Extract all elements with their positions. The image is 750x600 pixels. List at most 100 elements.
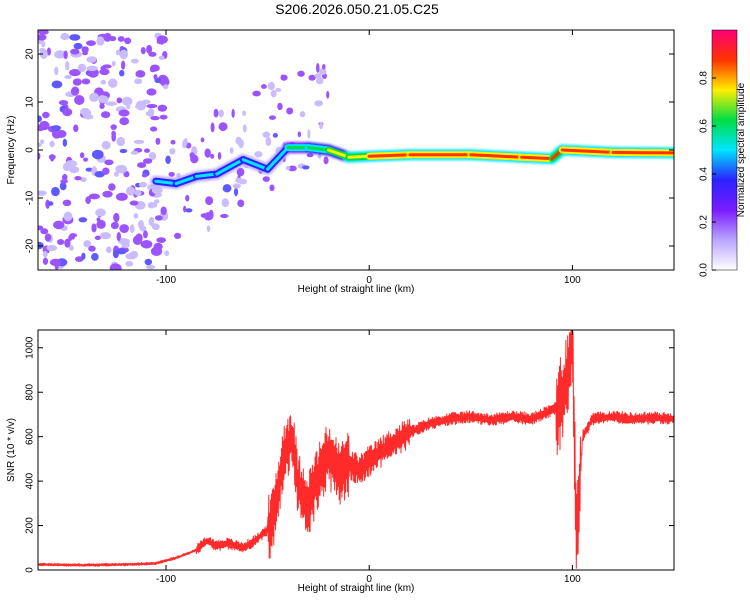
noise-blob bbox=[110, 81, 117, 87]
noise-blob bbox=[89, 92, 99, 102]
spectrogram-y-tick-label: -10 bbox=[25, 190, 36, 205]
noise-blob bbox=[82, 51, 88, 56]
noise-blob bbox=[100, 79, 107, 85]
ridge-core-segment bbox=[266, 146, 290, 171]
noise-blob bbox=[275, 87, 282, 92]
noise-blob bbox=[121, 240, 130, 249]
noise-blob bbox=[314, 73, 322, 79]
noise-blob bbox=[42, 111, 50, 119]
noise-blob bbox=[64, 238, 71, 248]
noise-blob bbox=[142, 158, 153, 164]
noise-blob bbox=[262, 131, 271, 138]
noise-blob bbox=[232, 183, 241, 189]
noise-blob bbox=[235, 177, 243, 183]
noise-blob bbox=[54, 66, 59, 76]
noise-blob bbox=[126, 104, 131, 110]
noise-blob bbox=[111, 132, 117, 142]
noise-blob bbox=[88, 193, 100, 200]
noise-blob bbox=[51, 80, 63, 89]
snr-y-ticks: 0 200 400 600 800 1000 bbox=[25, 336, 674, 573]
noise-blob bbox=[183, 205, 187, 213]
noise-blob bbox=[319, 121, 323, 130]
noise-blob bbox=[119, 69, 125, 77]
noise-blob bbox=[98, 95, 109, 104]
noise-blob bbox=[44, 233, 52, 242]
noise-blob bbox=[229, 147, 234, 154]
noise-blob bbox=[38, 190, 47, 196]
noise-blob bbox=[238, 138, 244, 149]
noise-blob bbox=[285, 165, 291, 171]
noise-blob bbox=[65, 61, 70, 71]
noise-blob bbox=[38, 34, 47, 41]
noise-blob bbox=[119, 117, 130, 126]
snr-plot-area bbox=[38, 330, 674, 569]
noise-blob bbox=[134, 235, 139, 244]
noise-blob bbox=[38, 241, 44, 250]
colorbar-tick-label: 0.8 bbox=[699, 71, 710, 85]
noise-blob bbox=[109, 35, 117, 42]
noise-blob bbox=[153, 74, 158, 80]
noise-blob bbox=[125, 261, 134, 267]
noise-blob bbox=[287, 165, 297, 172]
snr-y-tick-label: 1000 bbox=[25, 336, 36, 359]
noise-blob bbox=[73, 124, 79, 133]
colorbar-tick-label: 0.6 bbox=[699, 119, 710, 133]
noise-blob bbox=[112, 249, 119, 259]
noise-blob bbox=[148, 152, 157, 160]
noise-blob bbox=[51, 186, 60, 197]
spectrogram-y-label: Frequency (Hz) bbox=[6, 116, 17, 185]
colorbar-tick-label: 0.0 bbox=[699, 263, 710, 277]
noise-blob bbox=[104, 159, 114, 166]
noise-blob bbox=[74, 94, 85, 105]
snr-x-tick-label: -100 bbox=[156, 574, 176, 585]
noise-blob bbox=[277, 102, 283, 111]
noise-blob bbox=[83, 157, 88, 162]
noise-blob bbox=[138, 219, 144, 230]
noise-blob bbox=[42, 250, 48, 258]
noise-blob bbox=[133, 139, 145, 144]
noise-blob bbox=[130, 150, 139, 155]
noise-blob bbox=[105, 101, 117, 106]
noise-blob bbox=[185, 208, 193, 213]
noise-blob bbox=[99, 68, 110, 76]
noise-blob bbox=[95, 208, 106, 217]
noise-blob bbox=[79, 152, 85, 159]
noise-blob bbox=[60, 32, 70, 41]
noise-blob bbox=[91, 252, 99, 261]
noise-blob bbox=[118, 109, 130, 117]
noise-blob bbox=[101, 140, 111, 150]
noise-blob bbox=[38, 115, 43, 123]
snr-x-tick-label: 100 bbox=[564, 574, 581, 585]
noise-blob bbox=[117, 36, 125, 42]
noise-blob bbox=[81, 78, 91, 85]
noise-blob bbox=[113, 171, 119, 177]
noise-blob bbox=[77, 63, 87, 73]
noise-blob bbox=[134, 78, 143, 85]
noise-blob bbox=[94, 171, 105, 178]
noise-blob bbox=[157, 104, 168, 112]
noise-blob bbox=[135, 70, 146, 78]
noise-blob bbox=[140, 239, 153, 249]
noise-blob bbox=[147, 107, 155, 118]
noise-blob bbox=[91, 223, 97, 233]
noise-blob bbox=[69, 69, 81, 77]
noise-blob bbox=[81, 46, 89, 53]
noise-blob bbox=[146, 44, 153, 54]
noise-blob bbox=[124, 37, 132, 45]
noise-blob bbox=[72, 78, 82, 86]
noise-blob bbox=[170, 139, 176, 145]
noise-blob bbox=[110, 124, 117, 130]
noise-blob bbox=[272, 133, 278, 138]
noise-blob bbox=[46, 47, 52, 56]
noise-blob bbox=[151, 186, 163, 195]
noise-blob bbox=[218, 122, 228, 132]
noise-blob bbox=[47, 201, 54, 206]
spectrogram-y-tick-label: 20 bbox=[25, 48, 36, 60]
noise-blob bbox=[156, 237, 167, 244]
noise-blob bbox=[68, 166, 80, 174]
noise-blob bbox=[50, 154, 55, 162]
noise-blob bbox=[307, 129, 311, 139]
noise-blob bbox=[116, 248, 127, 255]
